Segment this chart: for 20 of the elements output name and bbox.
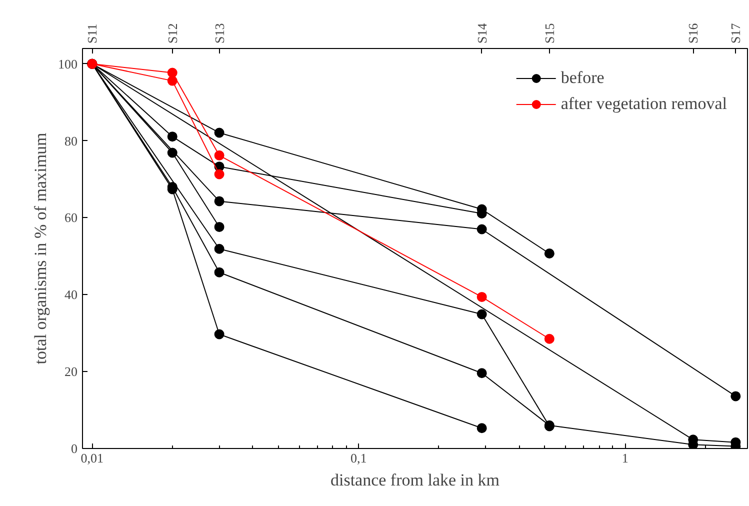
- legend-label: before: [560, 68, 604, 88]
- y-tick-label: 60: [64, 210, 78, 226]
- y-tick-label: 80: [64, 133, 78, 148]
- x-axis-title: distance from lake in km: [330, 470, 500, 490]
- annotation: S11: [84, 24, 100, 44]
- y-tick-label: 20: [64, 364, 78, 380]
- annotation: S17: [728, 22, 744, 44]
- y-axis-title: total organisms in % of maximum: [31, 132, 50, 364]
- x-tick-label: 1: [622, 450, 628, 466]
- x-tick-label: 0,1: [350, 450, 367, 466]
- annotation: S12: [164, 23, 180, 44]
- legend-label: after vegetation removal: [560, 94, 727, 114]
- y-tick-label: 100: [58, 56, 78, 72]
- y-tick-label: 40: [64, 287, 78, 302]
- annotation: S15: [542, 23, 557, 44]
- annotation: S13: [212, 23, 227, 44]
- annotation: S14: [474, 22, 490, 44]
- annotation: S16: [686, 22, 701, 44]
- y-tick-label: 0: [71, 441, 78, 456]
- x-tick-label: 0,01: [80, 450, 104, 466]
